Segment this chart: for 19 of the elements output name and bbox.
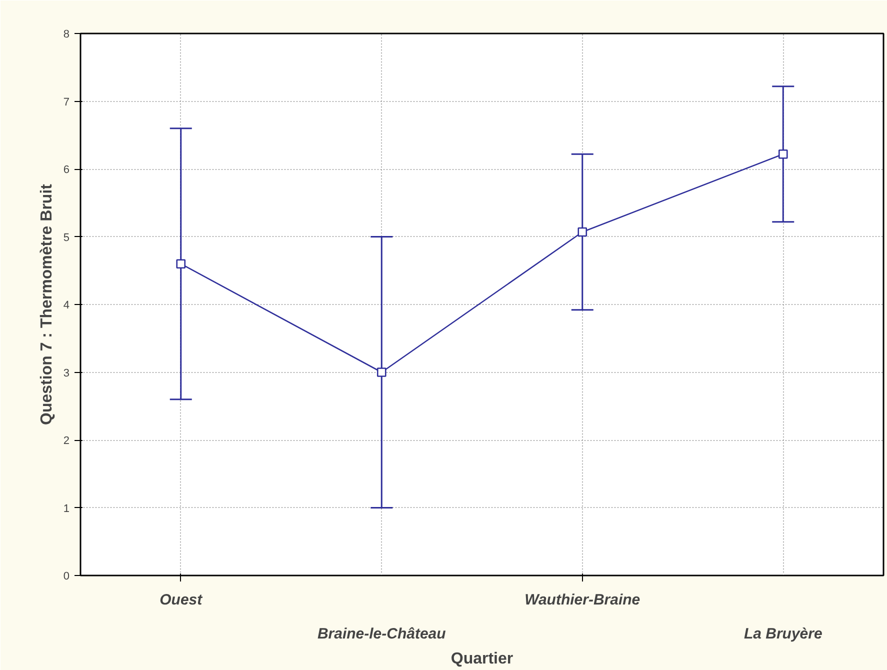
x-tick-label: Wauthier-Braine: [524, 592, 640, 608]
point: [176, 259, 186, 268]
point: [376, 368, 386, 377]
y-tick-label: 4: [63, 300, 70, 312]
y-axis-title: Question 7 : Thermomètre Bruit: [38, 183, 56, 425]
y-tick-label: 3: [63, 367, 70, 380]
x-tick-label: Braine-le-Château: [317, 626, 446, 642]
y-tick-label: 8: [63, 28, 70, 40]
x-axis-title: Quartier: [450, 650, 514, 668]
y-tick-label: 0: [63, 570, 70, 582]
y-tick-label: 5: [63, 232, 70, 244]
y-tick-label: 1: [63, 502, 70, 515]
y-tick-label: 2: [63, 435, 70, 447]
point: [778, 149, 788, 159]
x-tick-label: Ouest: [160, 592, 204, 608]
y-tick-label: 6: [63, 164, 70, 176]
x-tick-label: La Bruyère: [744, 626, 822, 642]
y-tick-label: 7: [63, 96, 70, 108]
point: [578, 227, 588, 237]
